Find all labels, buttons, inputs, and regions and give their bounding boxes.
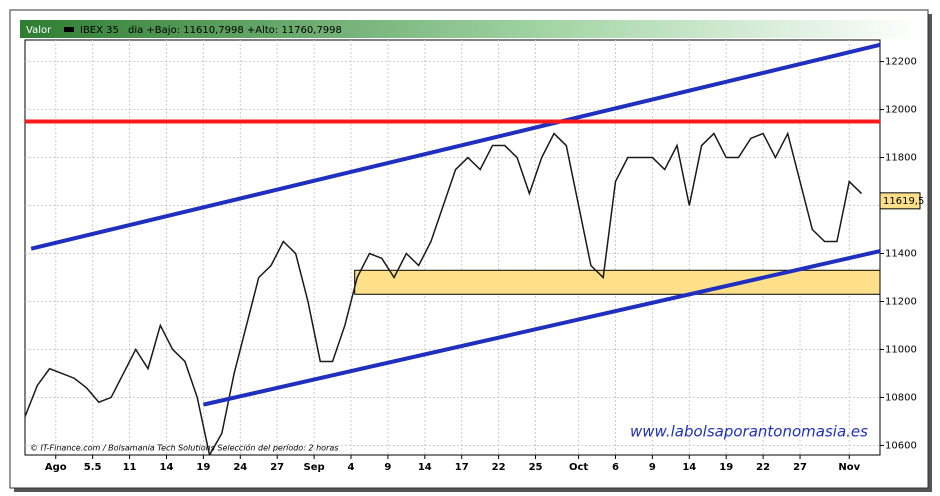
last-price-box (879, 192, 921, 210)
trend-line (30, 42, 880, 251)
x-tick-label: 14 (682, 462, 696, 473)
y-tick-label: 11800 (885, 153, 917, 164)
y-tick-label: 11000 (885, 344, 917, 355)
x-tick-label: Sep (304, 462, 325, 473)
y-tick-label: 12000 (885, 105, 917, 116)
legend-entry: IBEX 35 (80, 25, 119, 36)
trend-line (202, 249, 880, 407)
x-tick-label: 11 (123, 462, 137, 473)
x-tick-label: 27 (793, 462, 807, 473)
watermark: www.labolsaporantonomasia.es (630, 423, 868, 441)
x-tick-label: 9 (384, 462, 391, 473)
x-tick-label: 9 (649, 462, 656, 473)
y-tick-label: 11400 (885, 248, 917, 259)
x-tick-label: 24 (233, 462, 247, 473)
y-tick-label: 12200 (885, 57, 917, 68)
x-tick-label: 5.5 (84, 462, 102, 473)
x-tick-label: 22 (756, 462, 770, 473)
x-tick-label: 14 (418, 462, 432, 473)
x-tick-label: 19 (719, 462, 733, 473)
x-tick-label: 19 (196, 462, 210, 473)
x-tick-label: 25 (529, 462, 543, 473)
header-label: Valor (26, 25, 52, 36)
x-tick-label: 6 (612, 462, 619, 473)
x-tick-label: 27 (270, 462, 284, 473)
x-tick-label: Ago (45, 462, 67, 473)
support-zone (354, 269, 880, 295)
x-tick-label: 14 (160, 462, 174, 473)
y-tick-label: 10600 (885, 440, 917, 451)
last-price-label: 11619,5 (883, 196, 924, 207)
price-line (25, 131, 863, 455)
x-tick-label: Nov (838, 462, 860, 473)
x-tick-label: Oct (569, 462, 588, 473)
footer: © IT-Finance.com / Bolsamania Tech Solut… (30, 443, 338, 453)
header-bar (20, 20, 920, 38)
plot-area (24, 39, 881, 456)
y-tick-label: 11200 (885, 296, 917, 307)
y-tick-label: 10800 (885, 392, 917, 403)
x-tick-label: 17 (455, 462, 469, 473)
legend-swatch (64, 27, 74, 32)
x-tick-label: 22 (492, 462, 506, 473)
x-tick-label: 4 (348, 462, 355, 473)
header-info: dia +Bajo: 11610,7998 +Alto: 11760,7998 (128, 25, 342, 36)
